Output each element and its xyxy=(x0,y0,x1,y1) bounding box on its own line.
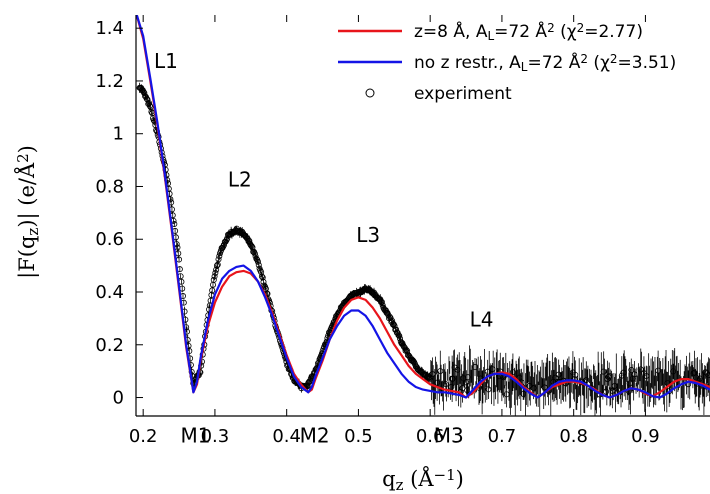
axes: 0.2 0.3 0.4 0.5 0.6 0.7 0.8 0.900.20.40.60.811.… xyxy=(95,15,710,447)
data-point xyxy=(209,287,216,294)
data-point xyxy=(464,387,471,394)
data-point xyxy=(437,368,444,375)
data-point xyxy=(258,273,265,280)
legend: z=8 Å, AL=72 Å2 (χ2=2.77) no z restr., AL… xyxy=(338,20,676,104)
data-point xyxy=(261,282,268,289)
data-point xyxy=(583,376,590,383)
series-layer xyxy=(136,15,710,416)
data-point xyxy=(603,388,610,395)
data-point xyxy=(144,96,151,103)
legend-marker-experiment xyxy=(365,88,375,98)
data-point xyxy=(216,253,223,260)
data-point xyxy=(251,250,258,257)
data-point xyxy=(221,241,228,248)
data-point xyxy=(485,386,492,393)
annotation-l1: L1 xyxy=(154,49,178,73)
experiment-series xyxy=(136,82,710,416)
data-point xyxy=(448,383,455,390)
data-point xyxy=(148,108,155,115)
y-tick-label: 0.2 xyxy=(95,335,124,356)
data-point xyxy=(705,372,710,379)
data-point xyxy=(147,104,154,111)
x-tick-label: 0.5 xyxy=(344,426,373,447)
data-point xyxy=(215,256,222,263)
annotations: L1 L2 L3 L4 M1 M2 M3 xyxy=(154,49,494,448)
data-point xyxy=(379,302,386,309)
annotation-l2: L2 xyxy=(228,167,252,191)
data-point xyxy=(258,269,265,276)
data-point xyxy=(254,258,261,265)
annotation-m3: M3 xyxy=(434,423,464,447)
annotation-m1: M1 xyxy=(180,423,210,447)
y-tick-label: 1.4 xyxy=(95,18,124,39)
data-point xyxy=(143,95,150,102)
x-axis-label: qz (Å−1) xyxy=(382,466,464,494)
annotation-m2: M2 xyxy=(300,423,330,447)
data-point xyxy=(253,255,260,262)
y-tick-label: 0 xyxy=(113,388,124,409)
data-point xyxy=(396,332,403,339)
y-axis-label: |F(qz)| (e/Å2) xyxy=(14,145,42,279)
data-point xyxy=(509,369,516,376)
data-point xyxy=(211,273,218,280)
data-point xyxy=(463,379,470,386)
x-tick-label: 0.8 xyxy=(559,426,588,447)
y-tick-label: 0.6 xyxy=(95,229,124,250)
legend-label-red: z=8 Å, AL=72 Å2 (χ2=2.77) xyxy=(414,20,643,43)
legend-label-blue: no z restr., AL=72 Å2 (χ2=3.51) xyxy=(414,51,676,74)
data-point xyxy=(224,235,231,242)
data-point xyxy=(628,367,635,374)
data-point xyxy=(572,371,579,378)
data-point xyxy=(248,243,255,250)
annotation-l3: L3 xyxy=(356,223,380,247)
x-tick-label: 0.7 xyxy=(488,426,517,447)
legend-label-experiment: experiment xyxy=(414,84,512,104)
x-tick-label: 0.2 xyxy=(129,426,158,447)
y-tick-label: 1 xyxy=(113,124,124,145)
data-point xyxy=(637,366,644,373)
data-point xyxy=(391,322,398,329)
data-point xyxy=(393,326,400,333)
x-tick-label: 0.9 xyxy=(631,426,660,447)
data-point xyxy=(210,276,217,283)
data-point xyxy=(259,274,266,281)
data-point xyxy=(389,317,396,324)
data-point xyxy=(212,269,219,276)
x-tick-label: 0.6 xyxy=(416,426,445,447)
data-point xyxy=(600,368,607,375)
data-point xyxy=(141,90,148,97)
data-point xyxy=(255,262,262,269)
annotation-l4: L4 xyxy=(470,307,494,331)
data-point xyxy=(378,298,385,305)
data-point xyxy=(146,100,153,107)
x-tick-label: 0.3 xyxy=(201,426,230,447)
y-tick-label: 1.2 xyxy=(95,71,124,92)
x-tick-label: 0.4 xyxy=(272,426,301,447)
data-point xyxy=(244,235,251,242)
data-point xyxy=(395,332,402,339)
data-point xyxy=(213,262,220,269)
y-tick-label: 0.8 xyxy=(95,176,124,197)
data-point xyxy=(146,102,153,109)
data-point xyxy=(410,358,417,365)
series-line-blue xyxy=(136,15,710,399)
y-tick-label: 0.4 xyxy=(95,282,124,303)
